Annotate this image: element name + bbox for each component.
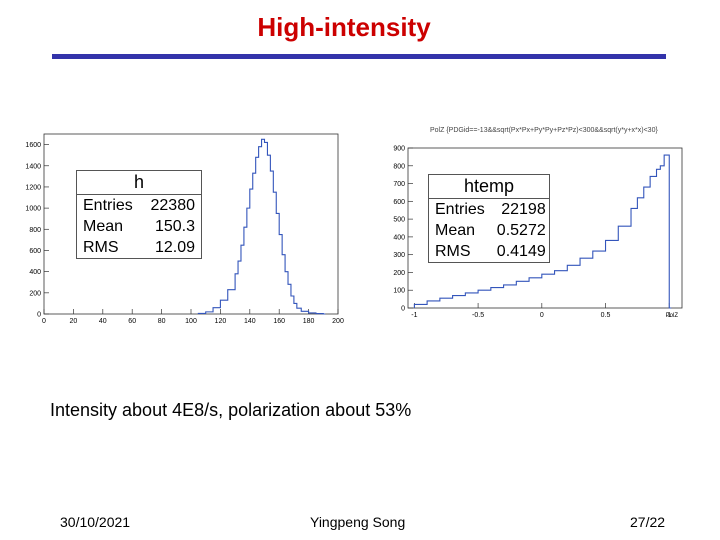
stats-htemp-rms: 0.4149 xyxy=(496,243,546,260)
y-tick-label-1: 500 xyxy=(393,217,405,224)
title-underline xyxy=(52,54,666,59)
x-tick-label-0: 180 xyxy=(303,318,315,325)
slide-caption: Intensity about 4E8/s, polarization abou… xyxy=(50,400,412,420)
x-tick-label-0: 100 xyxy=(185,318,197,325)
stats-h-rms: 12.09 xyxy=(154,239,195,256)
x-tick-label-0: 120 xyxy=(215,318,227,325)
stats-h-entries-label: Entries xyxy=(83,197,133,214)
y-tick-label-1: 200 xyxy=(393,270,405,277)
y-tick-label-1: 300 xyxy=(393,252,405,259)
y-tick-label-1: 800 xyxy=(393,163,405,170)
x-tick-label-1: 0.5 xyxy=(601,312,611,319)
slide-title: High-intensity xyxy=(257,12,431,42)
x-tick-label-0: 200 xyxy=(332,318,344,325)
y-tick-label-0: 800 xyxy=(29,227,41,234)
stats-htemp-name: htemp xyxy=(429,175,549,199)
y-tick-label-1: 900 xyxy=(393,146,405,153)
stats-h-rms-label: RMS xyxy=(83,239,119,256)
x-tick-label-0: 40 xyxy=(99,318,107,325)
y-tick-label-0: 200 xyxy=(29,290,41,297)
x-tick-label-1: 1 xyxy=(667,312,671,319)
stats-htemp-entries-label: Entries xyxy=(435,201,485,218)
stats-box-htemp: htemp Entries 22198 Mean 0.5272 RMS 0.4149 xyxy=(428,174,550,263)
y-tick-label-1: 600 xyxy=(393,199,405,206)
y-tick-label-0: 1600 xyxy=(25,142,41,149)
stats-box-h: h Entries 22380 Mean 150.3 RMS 12.09 xyxy=(76,170,202,259)
x-tick-label-1: -0.5 xyxy=(472,312,484,319)
y-tick-label-0: 1200 xyxy=(25,184,41,191)
stats-h-entries: 22380 xyxy=(150,197,196,214)
x-tick-label-0: 20 xyxy=(70,318,78,325)
x-tick-label-1: 0 xyxy=(540,312,544,319)
y-tick-label-0: 600 xyxy=(29,248,41,255)
histogram-line-1 xyxy=(413,154,672,309)
y-tick-label-1: 400 xyxy=(393,234,405,241)
footer-author: Yingpeng Song xyxy=(310,514,406,530)
y-tick-label-1: 0 xyxy=(401,306,405,313)
stats-htemp-entries: 22198 xyxy=(501,201,546,218)
plot2-title: PolZ {PDGid==-13&&sqrt(Px*Px+Py*Py+Pz*Pz… xyxy=(430,127,658,134)
stats-h-mean: 150.3 xyxy=(154,218,195,235)
y-tick-label-0: 1000 xyxy=(25,206,41,213)
stats-h-name: h xyxy=(77,171,201,195)
x-tick-label-0: 60 xyxy=(128,318,136,325)
stats-htemp-mean-label: Mean xyxy=(435,222,476,239)
x-tick-label-0: 0 xyxy=(42,318,46,325)
histogram-line-0 xyxy=(197,138,326,315)
stats-htemp-mean: 0.5272 xyxy=(496,222,546,239)
stats-h-mean-label: Mean xyxy=(83,218,124,235)
y-tick-label-1: 700 xyxy=(393,181,405,188)
y-tick-label-0: 1400 xyxy=(25,163,41,170)
x-tick-label-0: 160 xyxy=(273,318,285,325)
y-tick-label-0: 400 xyxy=(29,269,41,276)
x-tick-label-0: 140 xyxy=(244,318,256,325)
stats-htemp-rms-label: RMS xyxy=(435,243,471,260)
x-tick-label-1: -1 xyxy=(411,312,417,319)
y-tick-label-1: 100 xyxy=(393,288,405,295)
x-tick-label-0: 80 xyxy=(158,318,166,325)
footer-page-number: 27/22 xyxy=(630,514,666,530)
footer-date: 30/10/2021 xyxy=(60,514,131,530)
x-axis-label-1: PolZ xyxy=(666,313,679,319)
y-tick-label-0: 0 xyxy=(37,312,41,319)
